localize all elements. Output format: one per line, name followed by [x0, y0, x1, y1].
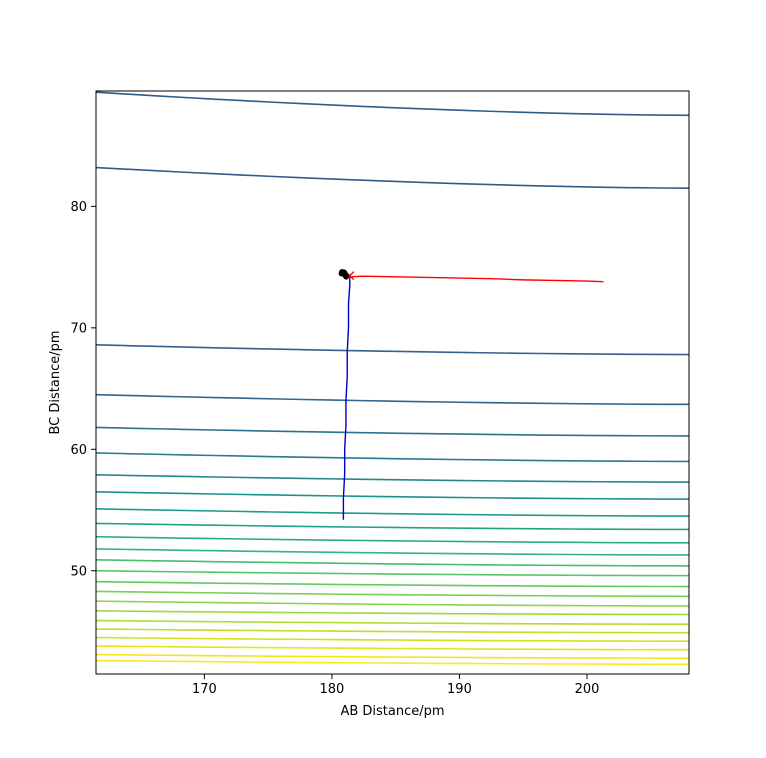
contour-line: [96, 91, 689, 117]
y-tick-label: 60: [70, 443, 87, 458]
contour-line: [96, 610, 689, 616]
contour-line: [96, 508, 689, 517]
contour-line: [96, 452, 689, 463]
x-axis-label: AB Distance/pm: [340, 704, 444, 719]
contour-line: [96, 645, 689, 651]
series-line-0: [342, 275, 351, 520]
contour-line: [96, 636, 689, 643]
trajectory-series: [342, 275, 604, 520]
contour-line: [96, 426, 689, 437]
contour-line: [96, 600, 689, 607]
contour-line: [96, 590, 689, 598]
y-tick-label: 70: [70, 321, 87, 336]
y-tick-label: 80: [70, 200, 87, 215]
x-tick-label: 200: [575, 682, 600, 697]
contour-line: [96, 653, 689, 660]
contour-line: [96, 628, 689, 634]
contour-line: [96, 619, 689, 626]
x-tick-label: 180: [320, 682, 345, 697]
plot-frame: [95, 90, 690, 675]
contour-line: [96, 548, 689, 556]
y-axis-label: BC Distance/pm: [48, 330, 63, 434]
trajectory-markers: [338, 268, 355, 281]
contour-line: [96, 491, 689, 500]
contour-lines: [96, 91, 689, 666]
contour-line: [96, 659, 689, 666]
contour-line: [96, 393, 689, 406]
y-tick-label: 50: [70, 564, 87, 579]
x-axis-ticks: 170 180 190 200: [192, 674, 599, 697]
dot-cluster-marker: [338, 268, 350, 280]
contour-line: [96, 344, 689, 356]
series-line-1: [349, 275, 604, 283]
contour-line: [96, 580, 689, 588]
contour-line: [96, 569, 689, 577]
contour-line: [96, 535, 689, 544]
contour-line: [96, 522, 689, 531]
contour-line: [96, 474, 689, 483]
x-tick-label: 190: [447, 682, 472, 697]
y-axis-ticks: 50 60 70 80: [70, 200, 96, 579]
x-tick-label: 170: [192, 682, 217, 697]
contour-line: [96, 559, 689, 567]
contour-line: [96, 166, 689, 189]
